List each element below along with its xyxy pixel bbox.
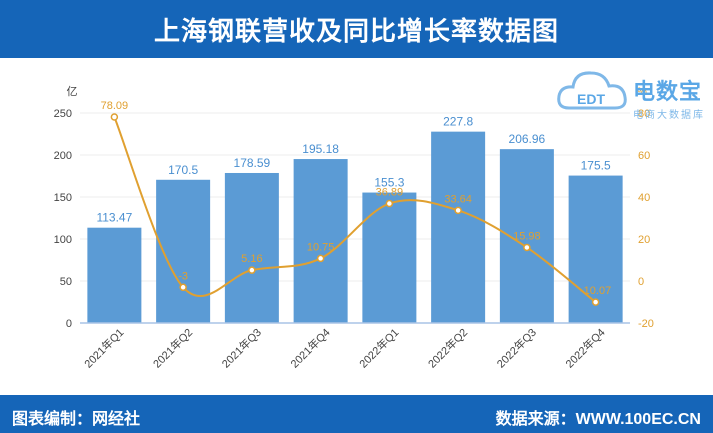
bar-label: 227.8 — [443, 115, 473, 129]
line-label: 5.16 — [241, 253, 262, 265]
footer-source: 数据来源：WWW.100EC.CN — [495, 411, 701, 428]
bar — [431, 131, 486, 323]
line-point — [385, 199, 394, 208]
bar — [156, 179, 211, 323]
x-tick-label: 2022年Q2 — [425, 325, 470, 370]
line-label: -10.07 — [580, 285, 611, 297]
bar-label: 175.5 — [581, 159, 611, 173]
cloud-logo-icon: EDT — [557, 71, 627, 110]
y2-tick-label: -20 — [638, 318, 654, 330]
bar — [87, 227, 142, 323]
x-tick-label: 2021年Q2 — [150, 325, 195, 370]
x-tick-label: 2022年Q3 — [494, 325, 539, 370]
line-point — [179, 283, 187, 292]
growth-line — [113, 116, 597, 303]
y2-axis-label: % — [637, 86, 647, 98]
y-tick-label: 150 — [54, 192, 72, 204]
x-tick-label: 2021年Q4 — [287, 325, 332, 370]
line-label: 33.64 — [444, 193, 472, 205]
bar — [224, 172, 279, 323]
bar-label: 155.3 — [374, 176, 404, 190]
page-title: 上海钢联营收及同比增长率数据图 — [0, 0, 713, 58]
bar — [293, 159, 348, 323]
line-label: 36.89 — [376, 187, 404, 199]
x-tick-label: 2021年Q1 — [81, 325, 126, 370]
line-label: 78.09 — [101, 100, 129, 112]
y-tick-label: 50 — [60, 276, 72, 288]
y2-tick-label: 60 — [638, 150, 650, 162]
combo-chart: 0 50 100 150 200 250 -20 0 20 40 60 80 亿 % 113.47 170.5… — [54, 85, 654, 371]
line-label: -3 — [178, 270, 188, 282]
y2-tick-label: 40 — [638, 192, 650, 204]
y-tick-label: 250 — [54, 108, 72, 120]
footer-bar: 图表编制：网经社 数据来源：WWW.100EC.CN — [0, 395, 713, 433]
line-point — [316, 254, 325, 263]
footer-editor: 图表编制：网经社 — [12, 411, 141, 428]
line-point — [523, 243, 531, 252]
bar-label: 178.59 — [234, 156, 271, 170]
logo-sub: 电商大数据库 — [633, 110, 705, 121]
y2-tick-label: 0 — [638, 276, 644, 288]
line-point — [591, 298, 600, 306]
logo-main: 电数宝 — [633, 79, 703, 104]
line-label: 15.98 — [513, 230, 541, 242]
line-point — [454, 206, 462, 215]
x-tick-label: 2022年Q1 — [356, 325, 401, 370]
x-tick-label: 2021年Q3 — [219, 325, 264, 370]
bar-label: 206.96 — [509, 132, 546, 146]
line-point — [110, 113, 119, 121]
y-tick-label: 100 — [54, 234, 72, 246]
bar-label: 113.47 — [96, 211, 132, 225]
y2-tick-label: 80 — [638, 108, 650, 120]
line-point — [248, 266, 256, 274]
y-tick-label: 0 — [66, 318, 72, 330]
y2-tick-label: 20 — [638, 234, 650, 246]
bar-label: 170.5 — [168, 163, 198, 177]
y-tick-label: 200 — [54, 150, 72, 162]
x-tick-label: 2022年Q4 — [562, 325, 607, 370]
logo: EDT 电数宝 电商大数据库 — [555, 62, 705, 122]
y-axis-label: 亿 — [67, 85, 78, 98]
line-label: 10.75 — [307, 241, 335, 253]
logo-badge: EDT — [577, 91, 605, 107]
bar — [362, 192, 417, 323]
bar-label: 195.18 — [302, 142, 339, 156]
